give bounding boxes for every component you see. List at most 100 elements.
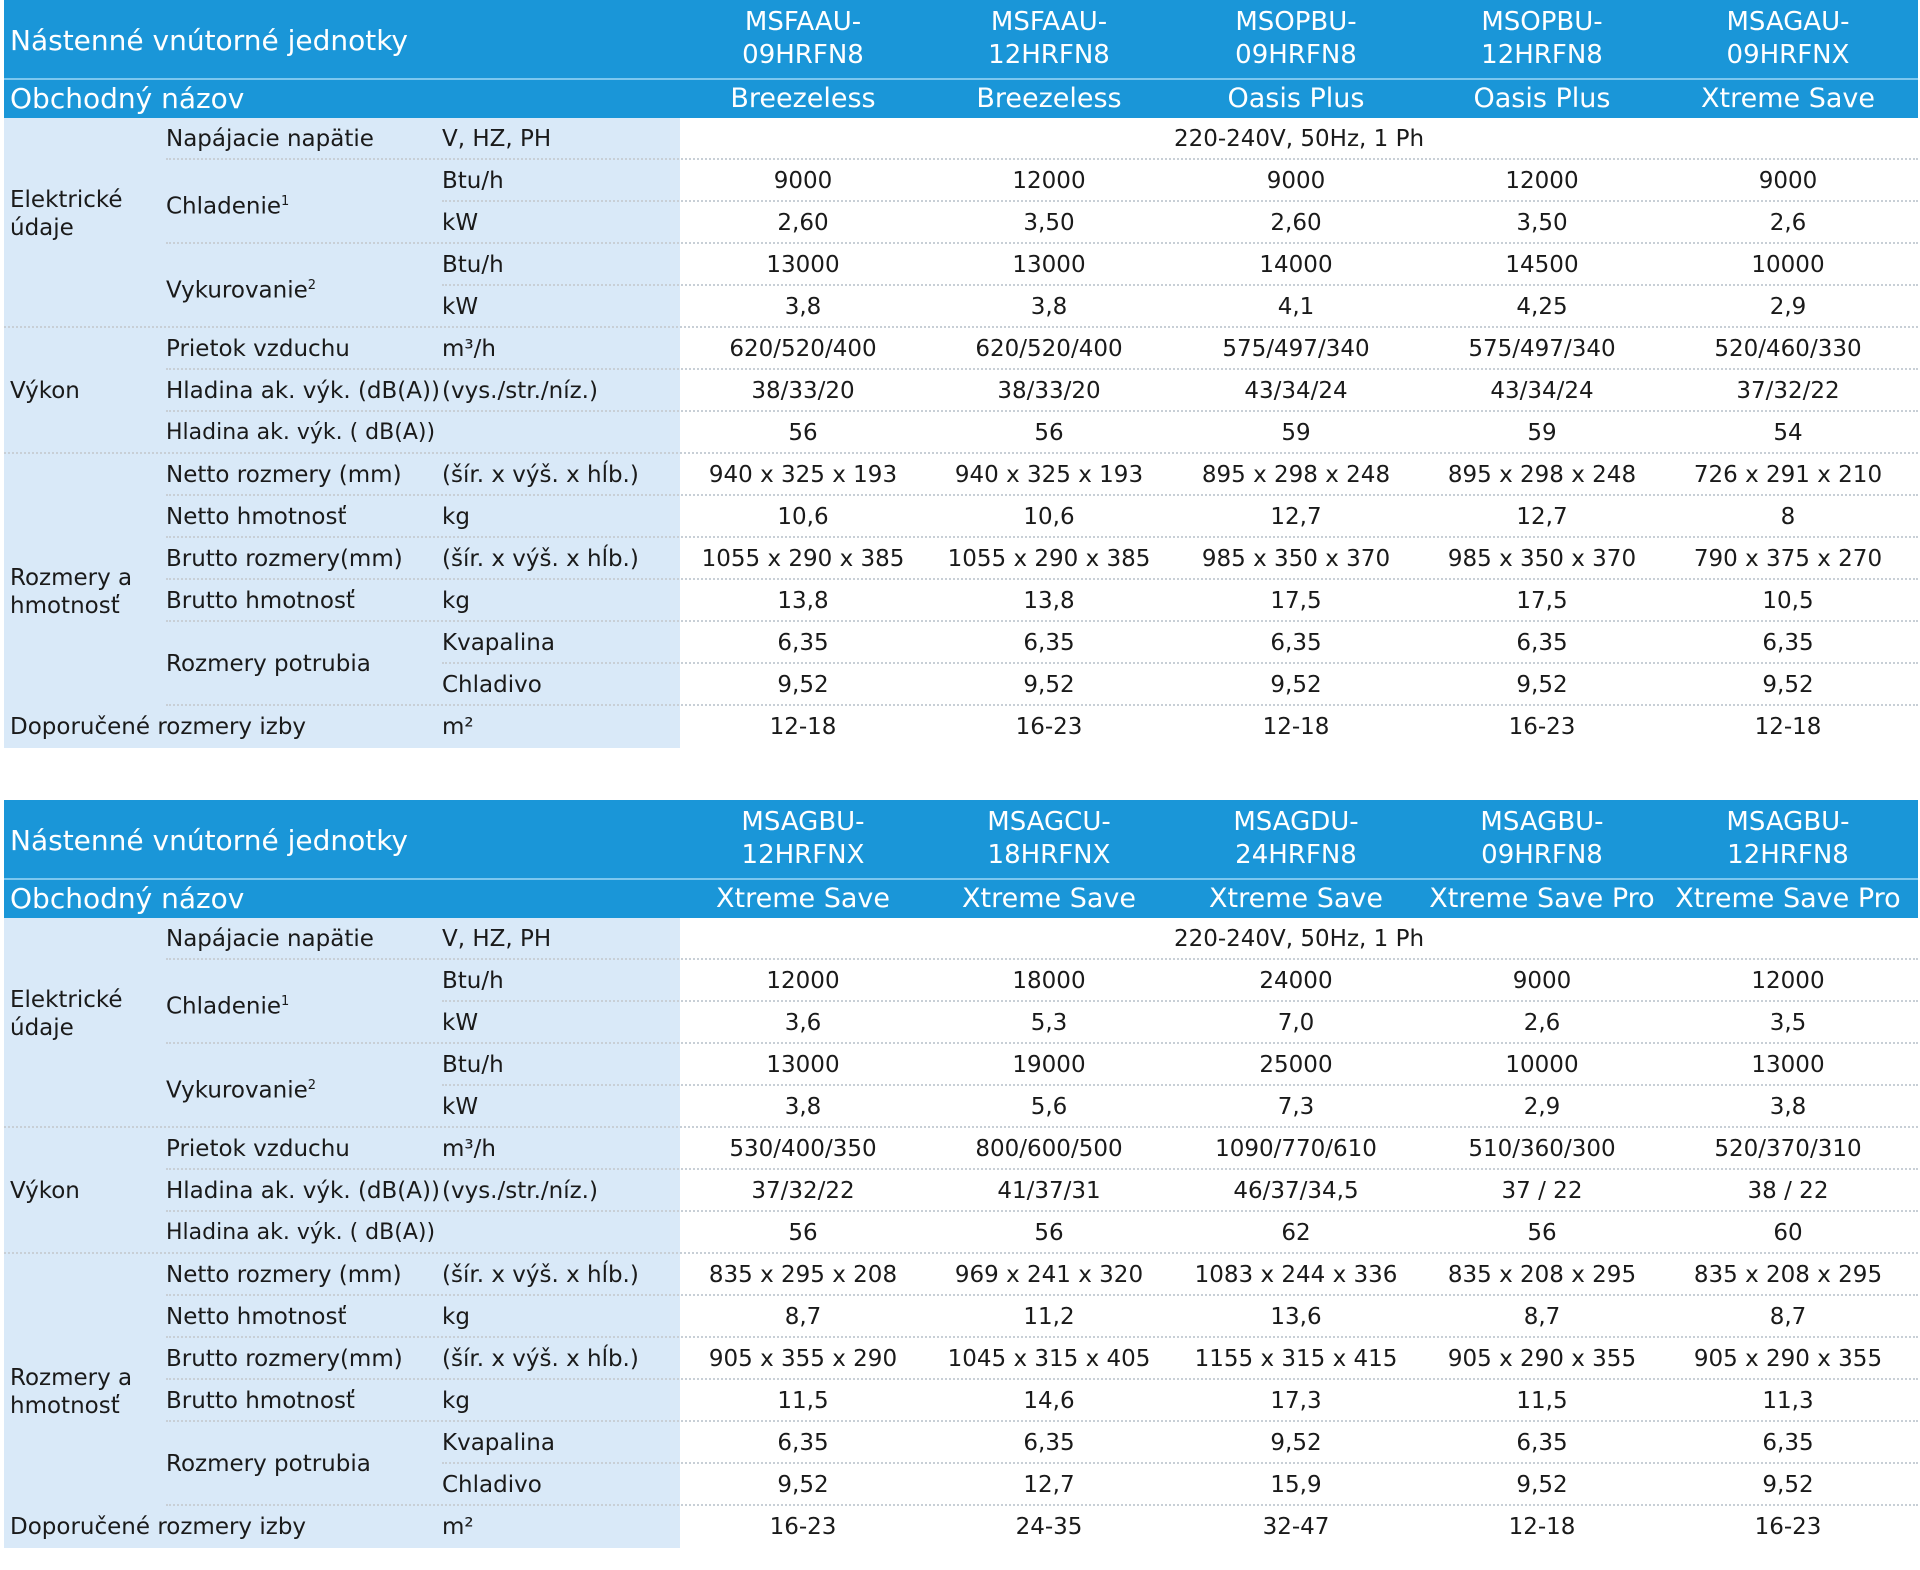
model-name-line1: MSAGBU-	[1726, 807, 1850, 837]
model-name-line1: MSFAAU-	[990, 7, 1108, 37]
spanning-value: 220-240V, 50Hz, 1 Ph	[1173, 126, 1425, 152]
unit-label: Chladivo	[442, 672, 542, 698]
footnote-marker: 1	[281, 194, 290, 209]
model-name-line2: 09HRFN8	[742, 40, 864, 70]
value-cell: 60	[1773, 1220, 1803, 1246]
table-row: Prietok vzduchu m³/h 620/520/400 620/520/40…	[4, 328, 1918, 370]
trade-name: Xtreme Save	[1701, 83, 1875, 114]
unit-label: V, HZ, PH	[442, 926, 552, 952]
value-cell: 41/37/31	[997, 1178, 1101, 1204]
value-cell: 6,35	[1516, 1430, 1568, 1456]
value-cell: 835 x 208 x 295	[1693, 1262, 1883, 1288]
value-cell: 6,35	[1270, 630, 1322, 656]
value-cell: 17,3	[1270, 1388, 1322, 1414]
table-row: Btu/h 13000 19000 25000 10000 13000	[4, 1044, 1918, 1086]
value-cell: 14,6	[1023, 1388, 1075, 1414]
group-label-line2: hmotnosť	[10, 1393, 120, 1419]
value-cell: 12,7	[1516, 504, 1568, 530]
trade-name: Xtreme Save	[1209, 883, 1383, 914]
value-cell: 905 x 355 x 290	[708, 1346, 898, 1372]
footnote-marker: 1	[281, 994, 290, 1009]
group-label-line2: údaje	[10, 1015, 74, 1041]
heating-label-text: Vykurovanie	[166, 1077, 308, 1104]
value-cell: 6,35	[777, 1430, 829, 1456]
value-cell: 7,3	[1277, 1094, 1315, 1120]
unit-label: kg	[442, 1388, 470, 1414]
group-label-performance: Výkon	[10, 1178, 80, 1204]
value-cell: 5,6	[1030, 1094, 1068, 1120]
value-cell: 18000	[1012, 968, 1086, 994]
value-cell: 10000	[1751, 252, 1825, 278]
value-cell: 9,52	[1762, 1472, 1814, 1498]
param-label: Doporučené rozmery izby	[10, 714, 307, 740]
table-row: Kvapalina 6,35 6,35 6,35 6,35 6,35	[4, 622, 1918, 664]
row-divider	[166, 578, 1918, 580]
model-name-line2: 09HRFNX	[1726, 40, 1850, 70]
value-cell: 13,6	[1270, 1304, 1322, 1330]
value-cell: 62	[1281, 1220, 1311, 1246]
unit-label: kW	[442, 1094, 479, 1120]
param-label-pipes: Rozmery potrubia	[166, 1451, 371, 1477]
table-header: Nástenné vnútorné jednotky MSFAAU- 09HRFN8…	[4, 0, 1918, 118]
param-label: Netto rozmery (mm)	[166, 462, 402, 488]
unit-label: (šír. x výš. x hĺb.)	[442, 462, 639, 488]
value-cell: 56	[788, 420, 818, 446]
param-label: Hladina ak. výk. ( dB(A))	[166, 1220, 436, 1245]
value-cell: 10,6	[1023, 504, 1075, 530]
row-divider	[442, 1462, 1918, 1464]
value-cell: 905 x 290 x 355	[1693, 1346, 1883, 1372]
value-cell: 1090/770/610	[1215, 1136, 1377, 1162]
value-cell: 835 x 295 x 208	[708, 1262, 898, 1288]
unit-label: Kvapalina	[442, 1430, 555, 1456]
value-cell: 4,25	[1516, 294, 1568, 320]
value-cell: 13000	[766, 1052, 840, 1078]
table-row: Btu/h 12000 18000 24000 9000 12000	[4, 960, 1918, 1002]
value-cell: 510/360/300	[1468, 1136, 1616, 1162]
table-title: Nástenné vnútorné jednotky	[10, 24, 409, 57]
table-row: Brutto hmotnosť kg 13,8 13,8 17,5 17,5 10,5	[4, 580, 1918, 622]
group-label-line2: údaje	[10, 215, 74, 241]
value-cell: 4,1	[1277, 294, 1315, 320]
value-cell: 12-18	[769, 714, 837, 740]
value-cell: 1055 x 290 x 385	[947, 546, 1151, 572]
unit-label: kg	[442, 1304, 470, 1330]
model-name: MSOPBU- 09HRFN8	[1173, 6, 1419, 72]
value-cell: 9,52	[1023, 672, 1075, 698]
value-cell: 9,52	[1270, 1430, 1322, 1456]
label-column-background	[4, 918, 680, 1548]
value-cell: 985 x 350 x 370	[1447, 546, 1637, 572]
value-cell: 11,2	[1023, 1304, 1075, 1330]
value-cell: 59	[1281, 420, 1311, 446]
model-name-line1: MSAGBU-	[1480, 807, 1604, 837]
value-cell: 13,8	[1023, 588, 1075, 614]
row-divider	[166, 368, 1918, 370]
value-cell: 12-18	[1754, 714, 1822, 740]
value-cell: 14000	[1259, 252, 1333, 278]
value-cell: 9,52	[1516, 672, 1568, 698]
group-label-line1: Rozmery a	[10, 565, 133, 591]
row-divider	[166, 1294, 1918, 1296]
param-label: Netto rozmery (mm)	[166, 1262, 402, 1288]
table-row: Doporučené rozmery izby m² 12-18 16-23 12-18…	[4, 706, 1918, 748]
value-cell: 16-23	[1508, 714, 1576, 740]
param-label: Napájacie napätie	[166, 126, 374, 152]
row-divider	[166, 1042, 1918, 1044]
value-cell: 24000	[1259, 968, 1333, 994]
value-cell: 9000	[1512, 968, 1572, 994]
row-divider	[166, 1378, 1918, 1380]
table-row: kW 3,8 3,8 4,1 4,25 2,9	[4, 286, 1918, 328]
value-cell: 575/497/340	[1222, 336, 1370, 362]
value-cell: 6,35	[777, 630, 829, 656]
param-label: Brutto rozmery(mm)	[166, 546, 403, 572]
cooling-label-text: Chladenie	[166, 993, 281, 1020]
unit-label: V, HZ, PH	[442, 126, 552, 152]
unit-label: kW	[442, 210, 479, 236]
header-divider	[4, 78, 1918, 80]
spec-table: Nástenné vnútorné jednotky MSFAAU- 09HRFN8…	[4, 0, 1918, 758]
row-divider	[166, 704, 1918, 706]
model-name: MSAGBU- 09HRFN8	[1419, 806, 1665, 872]
unit-label: kg	[442, 504, 470, 530]
row-divider	[4, 452, 1918, 454]
trade-name: Xtreme Save Pro	[1429, 883, 1655, 914]
value-cell: 32-47	[1262, 1514, 1330, 1540]
